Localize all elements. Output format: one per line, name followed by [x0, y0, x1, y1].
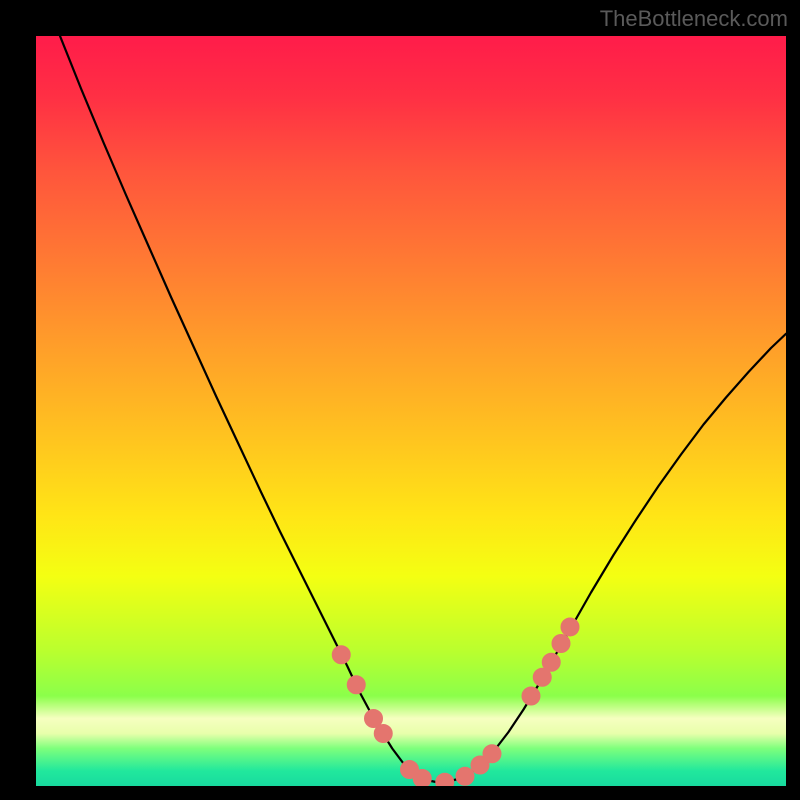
- curve-marker: [332, 646, 350, 664]
- curve-marker: [374, 725, 392, 743]
- curve-marker: [413, 770, 431, 787]
- curve-marker: [436, 773, 454, 786]
- chart-plot-area: [36, 36, 786, 786]
- curve-marker: [522, 687, 540, 705]
- curve-marker: [347, 676, 365, 694]
- curve-marker: [483, 745, 501, 763]
- watermark-text: TheBottleneck.com: [600, 6, 788, 32]
- chart-background: [36, 36, 786, 786]
- curve-marker: [456, 767, 474, 785]
- curve-marker: [542, 653, 560, 671]
- curve-marker: [552, 635, 570, 653]
- curve-marker: [561, 618, 579, 636]
- chart-svg: [36, 36, 786, 786]
